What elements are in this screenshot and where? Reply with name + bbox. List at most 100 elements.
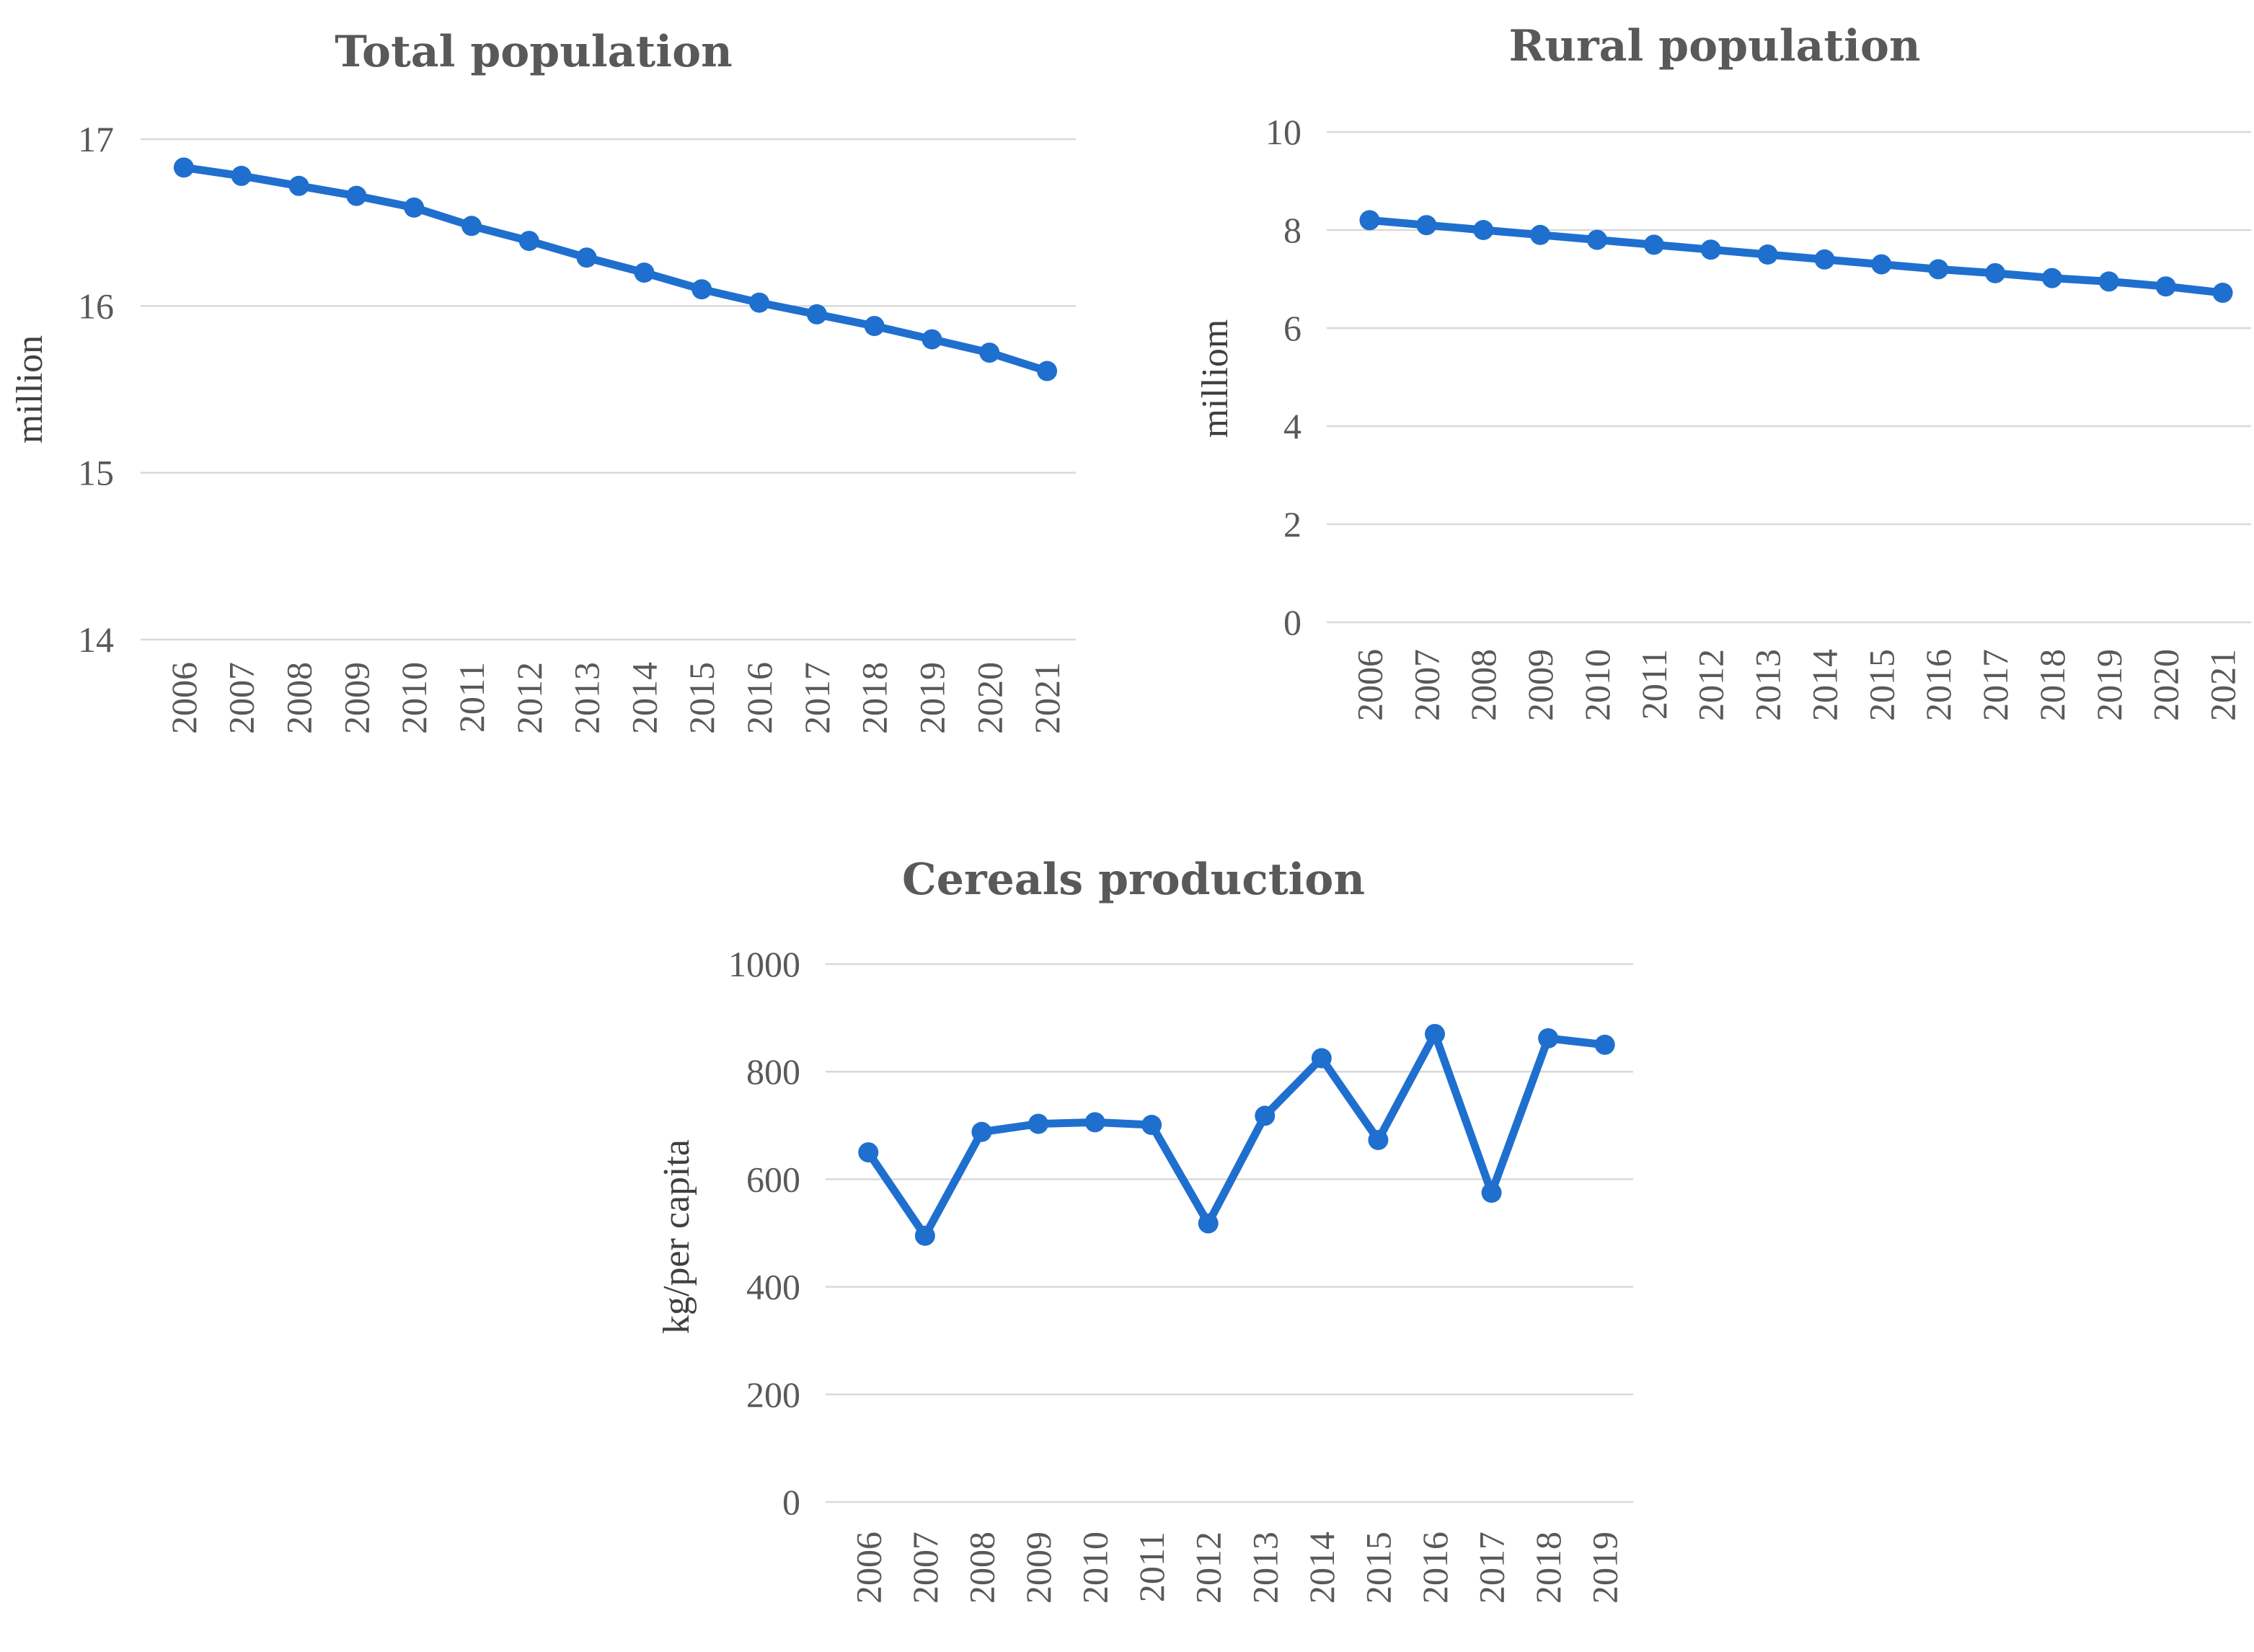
data-point xyxy=(576,247,597,268)
x-tick-label: 2016 xyxy=(1415,1532,1455,1604)
x-tick-label: 2013 xyxy=(567,662,607,734)
data-point xyxy=(1814,249,1835,270)
x-tick-label: 2010 xyxy=(1075,1532,1115,1604)
data-point xyxy=(1594,1034,1615,1055)
data-point xyxy=(1757,244,1778,265)
gridlines xyxy=(141,138,1076,641)
y-axis-label: milliom xyxy=(1195,319,1236,438)
x-tick-label: 2018 xyxy=(1528,1532,1568,1604)
data-point xyxy=(173,157,194,178)
x-tick-label: 2008 xyxy=(1463,649,1503,721)
x-tick-label: 2015 xyxy=(1358,1532,1398,1604)
data-point xyxy=(1359,210,1380,231)
x-tick-label: 2012 xyxy=(1691,649,1731,721)
x-tick-label: 2016 xyxy=(739,662,779,734)
data-point xyxy=(858,1142,879,1163)
gridlines xyxy=(826,963,1633,1503)
x-tick-label: 2006 xyxy=(848,1532,888,1604)
y-tick-label: 0 xyxy=(782,1482,800,1522)
data-point xyxy=(404,197,425,218)
series-line xyxy=(1365,216,2227,297)
data-point xyxy=(691,279,712,300)
data-point xyxy=(1538,1028,1559,1048)
x-tick-label: 2010 xyxy=(394,662,434,734)
y-tick-label: 8 xyxy=(1283,210,1301,250)
x-tick-label: 2017 xyxy=(1975,649,2015,721)
data-point xyxy=(1481,1183,1502,1203)
x-tick-label: 2013 xyxy=(1245,1532,1285,1604)
x-tick-label: 2010 xyxy=(1577,649,1617,721)
x-tick-label: 2020 xyxy=(2146,649,2186,721)
y-tick-label: 2 xyxy=(1283,504,1301,544)
data-point xyxy=(1700,239,1721,260)
x-tick-label: 2009 xyxy=(1018,1532,1059,1604)
y-tick-label: 4 xyxy=(1283,406,1301,446)
x-tick-label: 2019 xyxy=(1585,1532,1625,1604)
data-point xyxy=(2041,268,2062,288)
x-tick-label: 2018 xyxy=(2032,649,2072,721)
data-point xyxy=(1198,1213,1219,1234)
y-axis-label: kg/per capita xyxy=(656,1139,697,1334)
x-tick-label: 2014 xyxy=(624,662,664,734)
x-tick-label: 2011 xyxy=(451,662,492,733)
x-tick-label: 2017 xyxy=(797,662,837,734)
x-tick-label: 2006 xyxy=(164,662,204,734)
x-tick-label: 2019 xyxy=(911,662,952,734)
data-point xyxy=(2212,283,2233,304)
data-point xyxy=(518,231,539,252)
y-tick-label: 14 xyxy=(78,619,114,660)
data-point xyxy=(1255,1105,1276,1126)
data-point xyxy=(1368,1129,1389,1150)
y-tick-label: 0 xyxy=(1283,602,1301,642)
y-axis-ticks: 0 200 400 600 800 1000 xyxy=(728,944,800,1522)
data-point xyxy=(1037,361,1058,381)
y-tick-label: 10 xyxy=(1265,112,1301,152)
series xyxy=(173,157,1058,381)
x-tick-label: 2014 xyxy=(1804,649,1844,721)
y-axis-ticks: 14 15 16 17 xyxy=(78,119,114,660)
chart-title: Cereals production xyxy=(902,854,1365,905)
x-tick-label: 2007 xyxy=(905,1532,945,1604)
data-point xyxy=(1416,215,1437,236)
data-point xyxy=(1311,1048,1332,1069)
data-point xyxy=(971,1121,992,1142)
chart-title: Rural population xyxy=(1508,21,1920,71)
y-tick-label: 16 xyxy=(78,286,114,326)
x-tick-label: 2011 xyxy=(1634,649,1674,720)
chart-title: Total population xyxy=(335,27,732,77)
data-point xyxy=(1871,254,1892,275)
x-tick-label: 2018 xyxy=(854,662,895,734)
x-tick-label: 2012 xyxy=(509,662,549,734)
series-line xyxy=(180,163,1051,376)
y-tick-label: 1000 xyxy=(728,944,800,984)
x-tick-label: 2012 xyxy=(1188,1532,1229,1604)
x-tick-label: 2008 xyxy=(279,662,319,734)
data-point xyxy=(1141,1115,1162,1136)
data-point xyxy=(1028,1113,1048,1134)
y-tick-label: 400 xyxy=(746,1267,800,1307)
data-point xyxy=(1425,1023,1445,1044)
cereals-production-chart: Cereals production kg/per capita 0 200 400… xyxy=(656,854,1633,1604)
x-tick-label: 2016 xyxy=(1918,649,1958,721)
x-tick-label: 2014 xyxy=(1301,1532,1342,1604)
x-axis-ticks: 2006 2007 2008 2009 2010 2011 2012 2013 2014 2015… xyxy=(848,1532,1625,1604)
data-point xyxy=(979,343,1000,363)
data-point xyxy=(1530,224,1551,245)
data-point xyxy=(288,175,309,196)
data-point xyxy=(346,185,367,206)
gridlines xyxy=(1327,131,2251,624)
y-tick-label: 17 xyxy=(78,119,114,159)
x-tick-label: 2008 xyxy=(961,1532,1002,1604)
y-tick-label: 15 xyxy=(78,453,114,493)
data-point xyxy=(864,316,885,337)
data-point xyxy=(749,292,770,313)
data-point xyxy=(922,329,942,350)
data-point xyxy=(2155,276,2176,297)
y-tick-label: 800 xyxy=(746,1051,800,1092)
data-point xyxy=(1473,220,1494,240)
y-axis-ticks: 0 2 4 6 8 10 xyxy=(1265,112,1301,642)
y-tick-label: 600 xyxy=(746,1159,800,1199)
x-tick-label: 2021 xyxy=(1027,662,1067,734)
data-point xyxy=(1643,234,1664,255)
